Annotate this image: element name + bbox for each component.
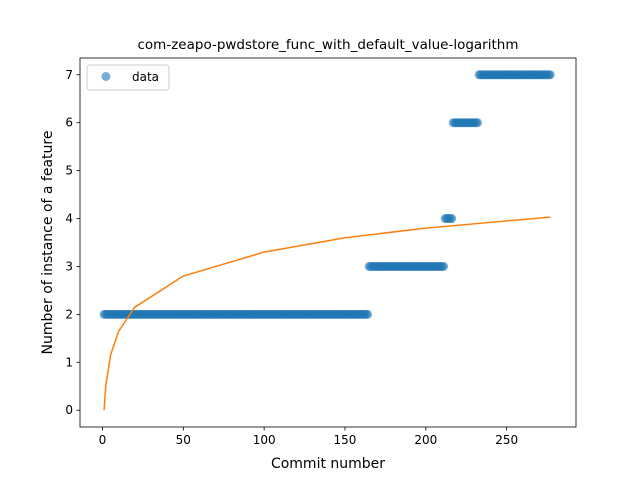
legend-marker-data <box>101 72 111 81</box>
y-axis-label: Number of instance of a feature <box>40 131 56 355</box>
x-axis-label: Commit number <box>271 456 385 472</box>
x-axis: 0 50 100 150 200 250 <box>99 427 518 447</box>
y-tick-label: 6 <box>65 116 73 130</box>
x-tick-label: 0 <box>99 433 107 447</box>
legend-box <box>86 64 170 91</box>
data-point <box>447 214 457 224</box>
chart-title: com-zeapo-pwdstore_func_with_default_val… <box>138 37 519 53</box>
axes-frame <box>79 57 577 428</box>
x-tick-label: 250 <box>495 433 518 447</box>
plot-area <box>99 70 555 411</box>
y-tick-label: 1 <box>65 355 73 369</box>
x-tick-label: 50 <box>176 433 191 447</box>
y-tick-label: 5 <box>65 164 73 178</box>
x-tick-label: 200 <box>414 433 437 447</box>
fit-line <box>103 216 551 411</box>
y-tick-label: 3 <box>65 259 73 273</box>
legend-label-data: data <box>132 70 159 84</box>
y-tick-label: 7 <box>65 68 73 82</box>
data-point <box>363 309 373 319</box>
data-point <box>439 261 449 271</box>
x-tick-label: 150 <box>334 433 357 447</box>
legend: data <box>86 64 170 91</box>
x-tick-label: 100 <box>253 433 276 447</box>
y-tick-label: 0 <box>65 403 73 417</box>
y-tick-label: 4 <box>65 212 73 226</box>
y-axis: 0 1 2 3 4 5 6 7 <box>65 68 80 417</box>
data-point <box>545 70 555 80</box>
y-tick-label: 2 <box>65 307 73 321</box>
data-series <box>99 70 555 319</box>
data-point <box>473 118 483 128</box>
